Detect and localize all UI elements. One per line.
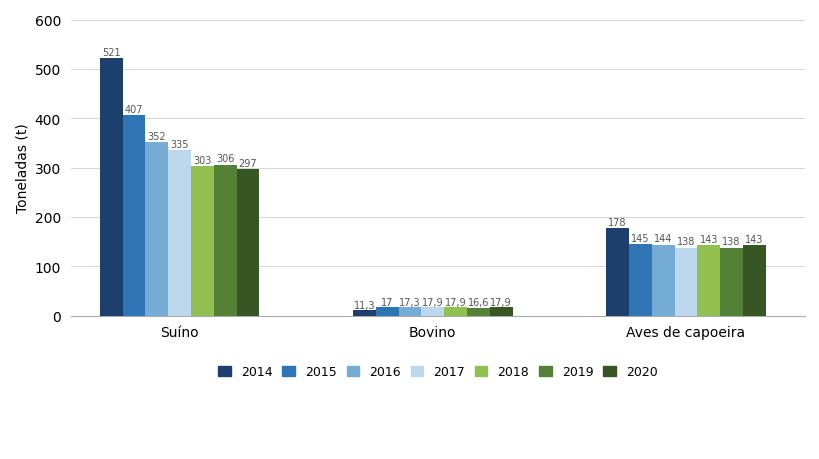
Bar — [674, 248, 696, 316]
Bar — [352, 310, 375, 316]
Text: 178: 178 — [608, 217, 626, 227]
Text: 306: 306 — [215, 154, 234, 164]
Bar — [214, 165, 236, 316]
Bar — [421, 307, 444, 316]
Bar — [742, 246, 765, 316]
Text: 144: 144 — [654, 234, 672, 244]
Text: 17,9: 17,9 — [490, 297, 511, 307]
Text: 143: 143 — [744, 235, 762, 244]
Bar — [145, 143, 168, 316]
Text: 143: 143 — [699, 235, 717, 244]
Text: 297: 297 — [238, 158, 257, 168]
Bar — [122, 116, 145, 316]
Text: 521: 521 — [102, 48, 120, 58]
Text: 17,9: 17,9 — [422, 297, 443, 307]
Bar — [168, 151, 191, 316]
Text: 335: 335 — [170, 140, 188, 150]
Bar — [100, 59, 122, 316]
Bar — [628, 245, 651, 316]
Text: 17,9: 17,9 — [444, 297, 466, 307]
Bar — [375, 308, 398, 316]
Text: 352: 352 — [147, 131, 166, 141]
Bar — [236, 170, 259, 316]
Bar — [489, 307, 512, 316]
Bar — [605, 228, 628, 316]
Text: 17,3: 17,3 — [399, 297, 420, 307]
Legend: 2014, 2015, 2016, 2017, 2018, 2019, 2020: 2014, 2015, 2016, 2017, 2018, 2019, 2020 — [213, 361, 662, 384]
Y-axis label: Toneladas (t): Toneladas (t) — [15, 123, 29, 213]
Text: 16,6: 16,6 — [467, 297, 488, 308]
Text: 138: 138 — [676, 237, 695, 247]
Text: 17: 17 — [381, 297, 393, 308]
Text: 138: 138 — [722, 237, 740, 247]
Bar — [719, 248, 742, 316]
Text: 407: 407 — [124, 104, 143, 114]
Bar — [398, 308, 421, 316]
Bar — [696, 246, 719, 316]
Bar — [444, 307, 466, 316]
Text: 11,3: 11,3 — [353, 300, 374, 310]
Bar — [191, 167, 214, 316]
Text: 145: 145 — [631, 233, 649, 243]
Text: 303: 303 — [193, 156, 211, 166]
Bar — [466, 308, 489, 316]
Bar — [651, 245, 674, 316]
